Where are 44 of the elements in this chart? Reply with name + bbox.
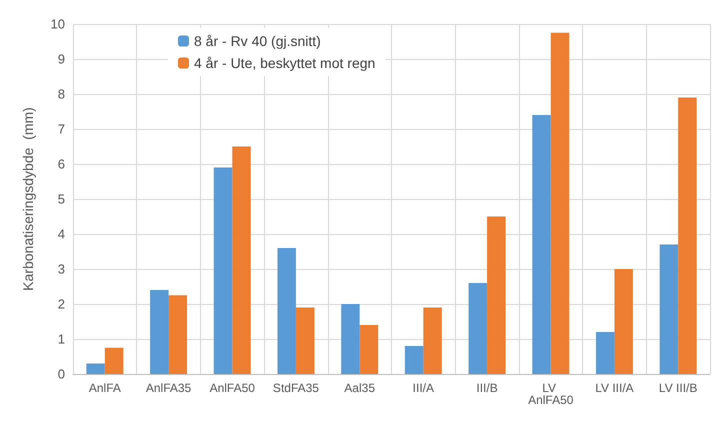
bar (487, 216, 506, 374)
y-tick-label: 0 (58, 366, 65, 382)
bar (596, 332, 614, 374)
bar (550, 32, 570, 374)
x-tick-label: Aal35 (344, 381, 376, 395)
x-tick-label: LV AnlFA50 (528, 381, 574, 407)
y-tick-label: 2 (58, 296, 65, 312)
y-tick-label: 6 (58, 156, 65, 172)
bar (86, 364, 105, 374)
bar (532, 115, 551, 374)
y-axis-title: Karbonatiseringsdybde (mm) (20, 107, 36, 291)
x-tick-label: AnlFA50 (210, 381, 256, 395)
y-tick-label: 8 (58, 86, 65, 102)
bar (232, 146, 251, 374)
bar (614, 269, 633, 374)
bar (277, 248, 296, 374)
y-tick-label: 5 (58, 192, 65, 206)
bar (104, 348, 124, 374)
y-tick-label: 1 (58, 332, 65, 346)
x-tick-label: III/A (412, 381, 434, 395)
bar (150, 290, 169, 374)
bar (468, 283, 488, 374)
x-tick-label: AnlFA35 (146, 381, 192, 395)
y-tick-label: 7 (58, 122, 65, 136)
bar (678, 98, 697, 374)
x-tick-label: AnlFA (88, 381, 121, 395)
y-tick-label: 9 (58, 52, 65, 66)
bar (168, 295, 188, 374)
x-tick-label: LV III/B (658, 381, 698, 395)
legend-label: 4 år - Ute, beskyttet mot regn (194, 55, 376, 71)
bar (660, 244, 678, 374)
bar (404, 346, 424, 374)
y-tick-label: 10 (50, 16, 65, 32)
x-tick-label: StdFA35 (272, 381, 320, 395)
legend-label: 8 år - Rv 40 (gj.snitt) (194, 33, 321, 49)
y-tick-label: 3 (58, 262, 65, 276)
bar (341, 304, 360, 374)
bar (360, 325, 378, 374)
bar (214, 168, 232, 374)
x-tick-label: LV III/A (595, 381, 634, 395)
x-tick-label: III/B (476, 381, 498, 395)
bar (296, 308, 314, 374)
bar (423, 308, 442, 374)
y-tick-label: 4 (58, 226, 65, 242)
